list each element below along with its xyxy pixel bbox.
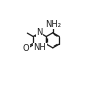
Text: N: N bbox=[37, 28, 43, 37]
Text: NH: NH bbox=[33, 43, 46, 52]
Text: O: O bbox=[22, 44, 29, 53]
Text: NH₂: NH₂ bbox=[45, 20, 61, 29]
